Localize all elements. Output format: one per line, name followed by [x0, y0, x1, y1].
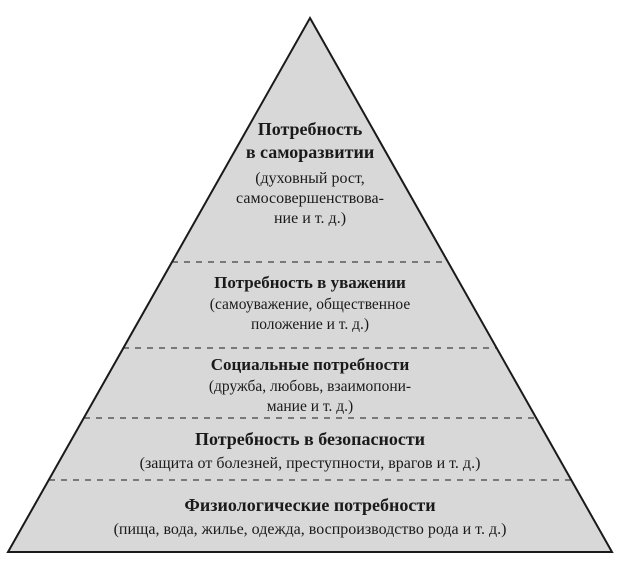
- level-4-title-line-1: Потребность в безопасности: [195, 429, 425, 449]
- level-4: Потребность в безопасности (защита от бо…: [0, 428, 620, 474]
- level-5-title-line-1: Физиологические потребности: [184, 495, 435, 515]
- level-5-desc-line-1: (пища, вода, жилье, одежда, воспроизводс…: [114, 521, 507, 538]
- level-4-desc: (защита от болезней, преступности, враго…: [0, 454, 620, 474]
- level-2-desc: (самоуважение, общественное положение и …: [0, 295, 620, 334]
- level-5-desc: (пища, вода, жилье, одежда, воспроизводс…: [0, 520, 620, 540]
- level-5: Физиологические потребности (пища, вода,…: [0, 494, 620, 540]
- level-1-desc-line-2: самосовершенствова-: [236, 190, 384, 207]
- level-1-title-line-1: Потребность: [258, 119, 363, 139]
- level-1-desc-line-1: (духовный рост,: [255, 170, 365, 187]
- level-3-desc-line-2: мание и т. д.): [267, 398, 353, 415]
- level-3: Социальные потребности (дружба, любовь, …: [0, 354, 620, 416]
- level-2-desc-line-1: (самоуважение, общественное: [210, 296, 410, 313]
- level-5-title: Физиологические потребности: [0, 494, 620, 517]
- level-1: Потребность в саморазвитии (духовный рос…: [0, 118, 620, 229]
- level-2-desc-line-2: положение и т. д.): [251, 316, 369, 333]
- level-3-desc: (дружба, любовь, взаимопони- мание и т. …: [0, 377, 620, 416]
- level-1-title-line-2: в саморазвитии: [246, 142, 374, 162]
- level-1-title: Потребность в саморазвитии: [0, 118, 620, 163]
- level-3-title-line-1: Социальные потребности: [211, 355, 410, 374]
- level-4-title: Потребность в безопасности: [0, 428, 620, 451]
- level-1-desc: (духовный рост, самосовершенствова- ние …: [0, 169, 620, 229]
- level-2: Потребность в уважении (самоуважение, об…: [0, 272, 620, 334]
- level-3-desc-line-1: (дружба, любовь, взаимопони-: [209, 378, 411, 395]
- level-4-desc-line-1: (защита от болезней, преступности, враго…: [140, 455, 481, 472]
- level-2-title-line-1: Потребность в уважении: [214, 273, 406, 292]
- level-3-title: Социальные потребности: [0, 354, 620, 375]
- level-1-desc-line-3: ние и т. д.): [274, 210, 346, 227]
- level-2-title: Потребность в уважении: [0, 272, 620, 293]
